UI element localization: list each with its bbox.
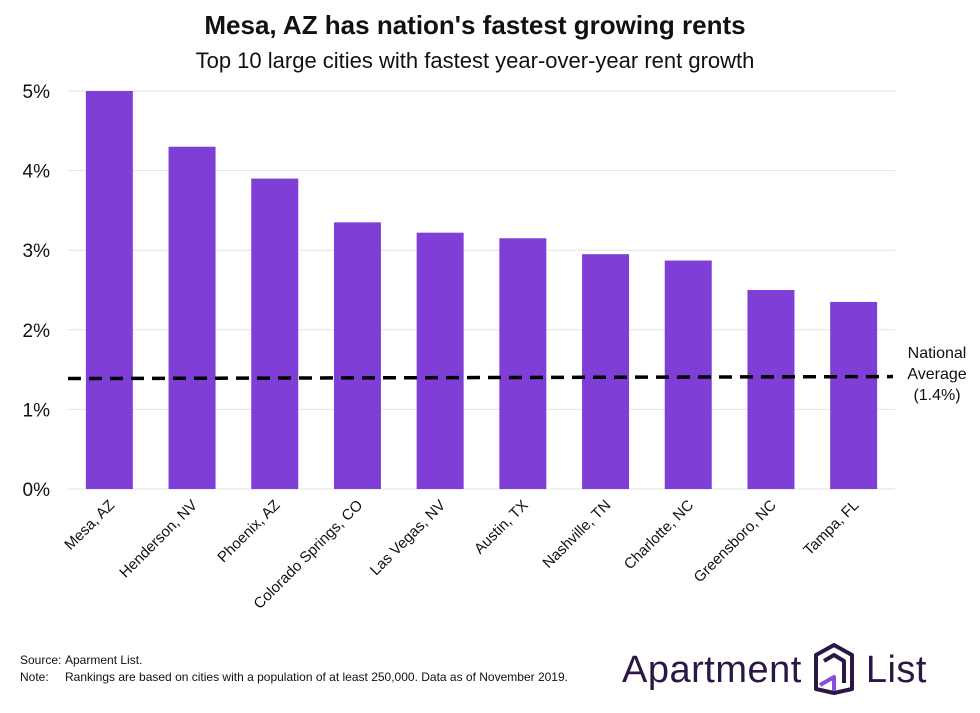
- chart-title: Mesa, AZ has nation's fastest growing re…: [204, 10, 746, 40]
- y-tick-label: 5%: [23, 82, 51, 103]
- x-tick-label: Tampa, FL: [800, 497, 862, 559]
- bars: [85, 91, 878, 490]
- national-average-dash: [67, 374, 894, 381]
- y-tick-label: 1%: [23, 400, 51, 421]
- x-tick-label: Nashville, TN: [539, 497, 614, 572]
- national-average-label: (1.4%): [913, 387, 960, 404]
- note-key: Note:: [20, 670, 49, 684]
- bar: [582, 254, 630, 489]
- bar: [333, 222, 381, 489]
- footer: Source: Aparment List. Note: Rankings are …: [20, 652, 568, 686]
- y-axis-ticks: 0% 1% 2% 3% 4% 5%: [23, 82, 51, 501]
- bar: [664, 260, 712, 489]
- bar: [499, 238, 547, 489]
- chart-subtitle: Top 10 large cities with fastest year-ov…: [195, 48, 755, 73]
- bar: [416, 232, 464, 490]
- bar: [830, 301, 878, 489]
- logo-word-list: List: [865, 648, 927, 691]
- note-text: Rankings are based on cities with a popu…: [65, 670, 568, 684]
- x-tick-label: Phoenix, AZ: [214, 497, 283, 566]
- bar: [168, 146, 216, 489]
- x-tick-label: Mesa, AZ: [61, 497, 118, 554]
- source-text: Aparment List.: [65, 653, 143, 667]
- national-average-label: National: [908, 345, 967, 362]
- y-tick-label: 0%: [23, 480, 51, 501]
- x-tick-label: Austin, TX: [471, 497, 532, 558]
- x-tick-label: Las Vegas, NV: [367, 497, 449, 579]
- y-tick-label: 2%: [23, 321, 51, 342]
- national-average-line: National Average (1.4%): [67, 345, 967, 404]
- bar: [85, 91, 133, 489]
- bar: [251, 178, 299, 489]
- y-tick-label: 3%: [23, 241, 51, 262]
- x-tick-label: Greensboro, NC: [691, 497, 780, 586]
- apartment-list-logo: Apartment List: [622, 640, 927, 700]
- national-average-label: Average: [907, 366, 966, 383]
- source-key: Source:: [20, 653, 62, 667]
- bar: [747, 290, 795, 489]
- x-tick-label: Henderson, NV: [116, 497, 201, 582]
- y-tick-label: 4%: [23, 162, 51, 183]
- x-tick-label: Charlotte, NC: [621, 497, 697, 573]
- logo-word-apartment: Apartment: [622, 648, 802, 691]
- apartment-list-logo-icon: [812, 641, 856, 700]
